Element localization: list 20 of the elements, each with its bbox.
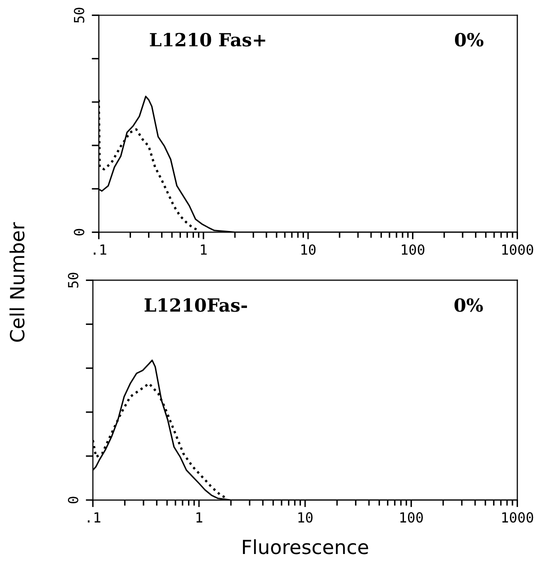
annotation: 0% bbox=[454, 32, 484, 47]
annotation: L1210 Fas+ bbox=[150, 32, 266, 47]
y-tick-label: 0 bbox=[74, 228, 84, 236]
annotation: 0% bbox=[454, 298, 483, 312]
x-tick-label: 1000 bbox=[502, 512, 534, 523]
y-tick-label: 50 bbox=[74, 8, 84, 23]
x-tick-label: 1 bbox=[200, 244, 207, 255]
x-tick-label: 10 bbox=[298, 512, 313, 523]
y-tick-label: 50 bbox=[68, 272, 78, 288]
y-axis-title: Cell Number bbox=[9, 222, 25, 342]
annotation: L1210Fas- bbox=[144, 298, 247, 312]
x-axis-title: Fluorescence bbox=[242, 539, 368, 554]
x-tick-label: 100 bbox=[400, 512, 423, 523]
x-tick-label: .1 bbox=[94, 244, 106, 255]
y-tick-label: 0 bbox=[68, 496, 78, 504]
x-tick-label: .1 bbox=[88, 512, 100, 522]
x-tick-label: 100 bbox=[402, 244, 424, 255]
x-tick-label: 10 bbox=[301, 244, 316, 255]
x-tick-label: 1000 bbox=[502, 244, 534, 255]
x-tick-label: 1 bbox=[196, 512, 202, 522]
